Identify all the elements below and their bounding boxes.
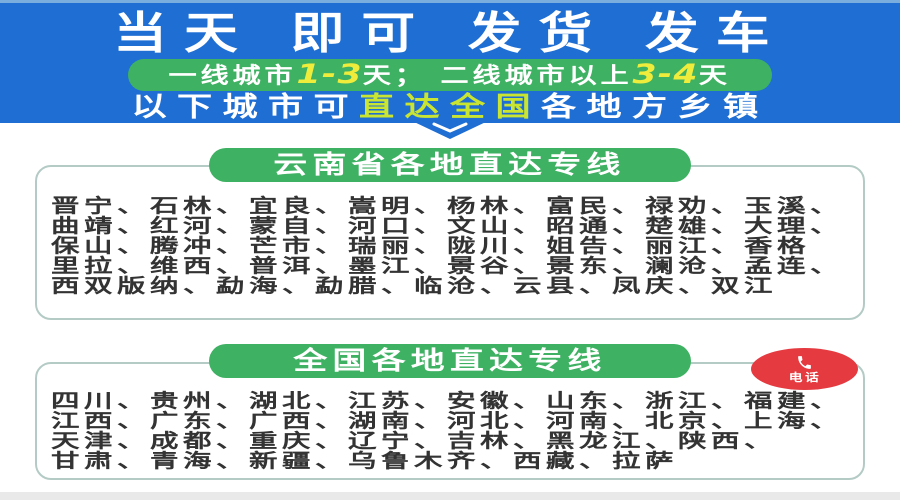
subtitle-highlight: 直达全国 (359, 92, 541, 123)
subtitle-post: 各地方乡镇 (541, 92, 769, 123)
national-card-title: 全国各地直达专线 (293, 346, 607, 375)
city-line: 甘肃、青海、新疆、乌鲁木齐、西藏、拉萨 (51, 450, 679, 472)
pill-seg3: 二线城市以上 (440, 64, 633, 89)
city-line: 江西、广东、广西、湖南、河北、河南、北京、上海、 (51, 410, 844, 432)
phone-icon (796, 354, 813, 371)
pill-days-3-4: 3-4 (632, 59, 700, 90)
city-line: 晋宁、石林、宜良、嵩明、杨林、富民、禄劝、玉溪、 (51, 195, 844, 217)
hero-title-text: 当天 即可 发货 发车 (113, 8, 787, 59)
hero-subtitle: 以下城市可直达全国各地方乡镇 (0, 93, 900, 122)
yunnan-lines-card: 晋宁、石林、宜良、嵩明、杨林、富民、禄劝、玉溪、 曲靖、红河、蒙自、河口、文山、… (35, 165, 865, 320)
pill-seg2: 天； (363, 64, 441, 89)
phone-button-label: 电话 (788, 371, 821, 384)
subtitle-pre: 以下城市可 (131, 92, 359, 123)
chevron-down-icon (410, 120, 490, 143)
hero-title: 当天 即可 发货 发车 (0, 9, 900, 59)
national-lines-card: 四川、贵州、湖北、江苏、安徽、山东、浙江、福建、 江西、广东、广西、湖南、河北、… (35, 362, 865, 480)
yunnan-city-list: 晋宁、石林、宜良、嵩明、杨林、富民、禄劝、玉溪、 曲靖、红河、蒙自、河口、文山、… (37, 167, 863, 296)
pill-seg4: 天 (699, 64, 732, 89)
city-line: 四川、贵州、湖北、江苏、安徽、山东、浙江、福建、 (51, 390, 844, 412)
city-line: 天津、成都、重庆、辽宁、吉林、黑龙江、陕西、 (51, 430, 778, 452)
yunnan-card-title-pill: 云南省各地直达专线 (209, 148, 691, 182)
national-card-title-pill: 全国各地直达专线 (209, 344, 691, 378)
city-line: 里拉、维西、普洱、墨江、景谷、景东、澜沧、孟连、 (51, 255, 844, 277)
yunnan-card-title: 云南省各地直达专线 (273, 150, 627, 179)
hero-banner: 当天 即可 发货 发车 一线城市1-3天； 二线城市以上3-4天 以下城市可直达… (0, 0, 900, 123)
phone-button[interactable]: 电话 (751, 348, 858, 390)
delivery-time-pill: 一线城市1-3天； 二线城市以上3-4天 (128, 59, 772, 91)
pill-days-1-3: 1-3 (296, 59, 364, 90)
city-line: 西双版纳、勐海、勐腊、临沧、云县、凤庆、双江 (51, 275, 778, 297)
national-city-list: 四川、贵州、湖北、江苏、安徽、山东、浙江、福建、 江西、广东、广西、湖南、河北、… (37, 364, 863, 471)
pill-seg1: 一线城市 (168, 64, 297, 89)
city-line: 保山、腾冲、芒市、瑞丽、陇川、姐告、丽江、香格 (51, 235, 811, 257)
bottom-strip (0, 492, 900, 500)
city-line: 曲靖、红河、蒙自、河口、文山、昭通、楚雄、大理、 (51, 215, 844, 237)
